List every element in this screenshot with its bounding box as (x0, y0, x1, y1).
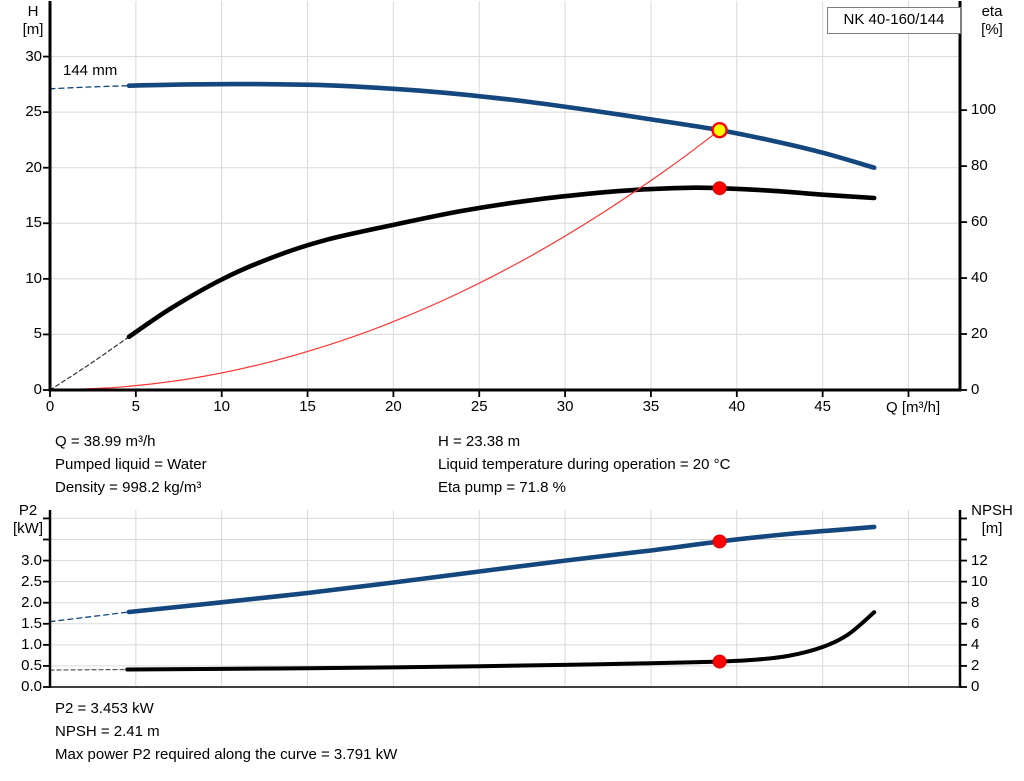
eta-curve[interactable] (126, 185, 877, 340)
y-left-tick-label: 2.5 (21, 572, 42, 590)
y-left-tick-label: 10 (25, 269, 42, 287)
x-tick-label: 0 (45, 398, 55, 415)
y-right-tick-label: 60 (971, 213, 988, 231)
y-left-tick-label: 2.0 (21, 593, 42, 611)
eta-axis-title: eta [%] (966, 3, 1018, 39)
y-right-tick-label: 6 (971, 614, 980, 632)
y-left-tick-label: 15 (25, 214, 42, 232)
x-tick-label: 10 (213, 398, 231, 415)
eta-curve-extrapolated[interactable] (49, 336, 130, 391)
power-npsh-data-block: P2 = 3.453 kW NPSH = 2.41 m Max power P2… (55, 697, 397, 766)
h-axis-title-line1: H (27, 3, 39, 20)
y-left-tick-label: 0 (33, 381, 42, 398)
eta-point[interactable] (712, 181, 727, 196)
npsh-curve[interactable] (125, 610, 877, 672)
max-power-value: Max power P2 required along the curve = … (55, 746, 398, 763)
x-tick-label: 45 (814, 398, 831, 415)
y-right-tick-label: 40 (971, 269, 988, 287)
operating-data-column-1: Q = 38.99 m³/h Pumped liquid = Water Den… (55, 430, 207, 499)
npsh-value: NPSH = 2.41 m (55, 723, 160, 740)
operating-data-column-2: H = 23.38 m Liquid temperature during op… (438, 430, 730, 499)
y-right-tick-label: 4 (971, 635, 980, 653)
q-axis-title: Q [m³/h] (886, 399, 941, 416)
y-right-tick-label: 20 (971, 325, 988, 343)
x-tick-label: 25 (470, 398, 488, 415)
y-left-tick-label: 3.0 (21, 551, 42, 569)
y-right-tick-label: 80 (971, 157, 988, 175)
p2-axis-title-line1: P2 (18, 502, 38, 519)
y-right-tick-label: 10 (971, 572, 988, 590)
y-right-tick-label: 2 (971, 656, 980, 674)
pumped-liquid-value: Pumped liquid = Water (55, 456, 207, 473)
pump-model-box[interactable]: NK 40-160/144 (827, 7, 961, 34)
duty-point[interactable] (711, 121, 728, 139)
npsh-axis-title: NPSH [m] (962, 502, 1022, 538)
npsh-axis-title-line1: NPSH (971, 502, 1013, 519)
eta-axis-title-line1: eta (981, 3, 1003, 20)
flow-value: Q = 38.99 m³/h (55, 433, 156, 450)
x-tick-label: 20 (385, 398, 402, 415)
p2-axis-title: P2 [kW] (8, 502, 48, 538)
y-left-tick-label: 30 (25, 47, 42, 65)
h-axis-title-line2: [m] (22, 21, 44, 38)
y-left-tick-label: 5 (33, 325, 42, 343)
x-tick-label: 5 (131, 398, 141, 415)
x-tick-label: 15 (299, 398, 316, 415)
npsh-axis-title-line2: [m] (981, 520, 1003, 537)
p2-curve-extrapolated[interactable] (49, 611, 130, 623)
chart-p2 (43, 510, 967, 688)
p2-value: P2 = 3.453 kW (55, 700, 154, 717)
y-left-tick-label: 0.0 (21, 678, 42, 695)
y-left-tick-label: 1.0 (21, 635, 42, 653)
p2-curve[interactable] (126, 524, 877, 615)
x-tick-label: 35 (642, 398, 660, 415)
p2-axis-title-line2: [kW] (13, 520, 43, 537)
system-curve[interactable] (49, 129, 721, 391)
head-curve[interactable] (126, 81, 877, 170)
y-left-tick-label: 0.5 (21, 656, 42, 674)
p2-point[interactable] (712, 534, 727, 549)
head-curve-extrapolated[interactable] (49, 85, 130, 90)
y-right-tick-label: 0 (971, 678, 980, 695)
y-right-tick-label: 12 (971, 551, 988, 569)
y-left-tick-label: 25 (25, 103, 42, 121)
y-right-tick-label: 0 (971, 381, 980, 398)
eta-pump-value: Eta pump = 71.8 % (438, 479, 566, 496)
liquid-temperature-value: Liquid temperature during operation = 20… (438, 456, 731, 473)
y-left-tick-label: 1.5 (21, 614, 42, 632)
npsh-curve-extrapolated[interactable] (49, 668, 128, 671)
x-tick-label: 30 (556, 398, 574, 415)
npsh-point[interactable] (712, 654, 727, 669)
y-right-tick-label: 100 (971, 101, 997, 119)
eta-axis-title-line2: [%] (981, 21, 1003, 38)
x-tick-label: 40 (728, 398, 746, 415)
density-value: Density = 998.2 kg/m³ (55, 479, 202, 496)
chart-hq (43, 1, 967, 397)
impeller-diameter-label: 144 mm (63, 62, 118, 79)
y-left-tick-label: 20 (25, 158, 42, 176)
y-right-tick-label: 8 (971, 593, 980, 611)
h-axis-title: H [m] (15, 3, 51, 39)
head-value: H = 23.38 m (438, 433, 521, 450)
